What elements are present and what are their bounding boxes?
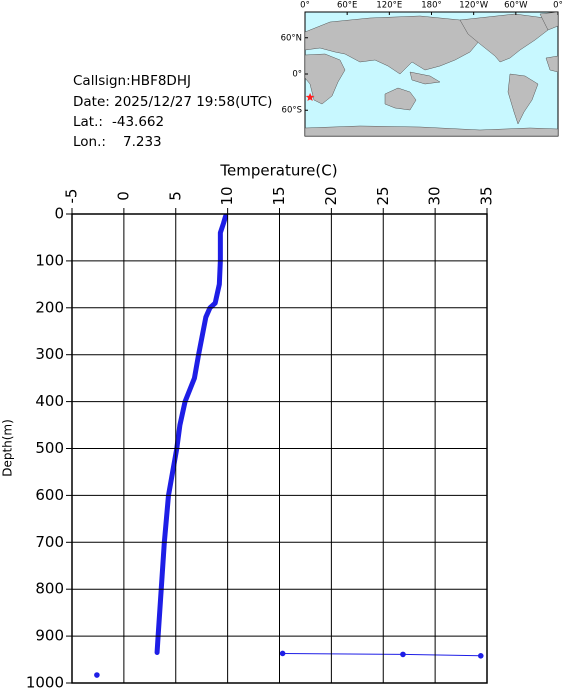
profile-line — [282, 652, 482, 657]
x-tick-label: 20 — [322, 186, 340, 205]
y-tick-label: 900 — [35, 627, 64, 645]
map-lon-label: 120°W — [459, 1, 488, 11]
y-tick-label: 500 — [35, 439, 64, 457]
y-tick-label: 700 — [35, 533, 64, 551]
profile-point — [94, 672, 100, 678]
date: Date: 2025/12/27 19:58(UTC) — [73, 94, 272, 110]
map-lon-label: 60°W — [504, 1, 528, 11]
y-tick-label: 300 — [35, 345, 64, 363]
map-lon-label: 0° — [300, 1, 310, 11]
y-tick-label: 400 — [35, 392, 64, 410]
y-tick-label: 1000 — [26, 674, 64, 690]
y-tick-label: 0 — [54, 205, 64, 223]
profile-line — [154, 214, 229, 656]
map-lat-label: 60°S — [282, 106, 302, 116]
callsign: Callsign:HBF8DHJ — [73, 73, 191, 89]
x-tick-label: 35 — [478, 186, 496, 205]
lat-value: -43.662 — [112, 114, 164, 130]
profile-point — [400, 651, 406, 658]
y-axis-label: Depth(m) — [1, 419, 15, 477]
profile-point — [477, 652, 484, 659]
x-tick-label: 10 — [218, 186, 236, 205]
x-tick-label: -5 — [63, 189, 81, 204]
x-tick-label: 5 — [166, 191, 184, 201]
map-lon-label: 0° — [553, 1, 563, 11]
map-lon-label: 180° — [421, 1, 441, 11]
map-lat-label: 60°N — [281, 33, 302, 43]
map: 0° 60°E 120°E 180° 120°W 60°W 0° 60°N 0° 60°S — [281, 1, 563, 137]
lat-label: Lat.: — [73, 114, 103, 130]
x-axis-label: Temperature(C) — [219, 162, 337, 180]
y-tick-label: 800 — [35, 580, 64, 598]
x-tick-label: 25 — [374, 186, 392, 205]
map-lon-label: 120°E — [376, 1, 402, 11]
x-tick-label: 30 — [426, 186, 444, 205]
map-lon-label: 60°E — [337, 1, 357, 11]
y-tick-label: 100 — [35, 251, 64, 269]
map-lat-label: 0° — [292, 70, 302, 80]
land — [305, 12, 558, 136]
x-tick-label: 15 — [270, 186, 288, 205]
y-tick-label: 600 — [35, 486, 64, 504]
plot-area — [94, 214, 484, 678]
lon-value: 7.233 — [123, 134, 162, 150]
lon-label: Lon.: — [73, 134, 106, 150]
x-tick-label: 0 — [114, 191, 132, 201]
y-tick-label: 200 — [35, 298, 64, 316]
profile-point — [279, 650, 286, 657]
location-marker — [305, 92, 315, 101]
